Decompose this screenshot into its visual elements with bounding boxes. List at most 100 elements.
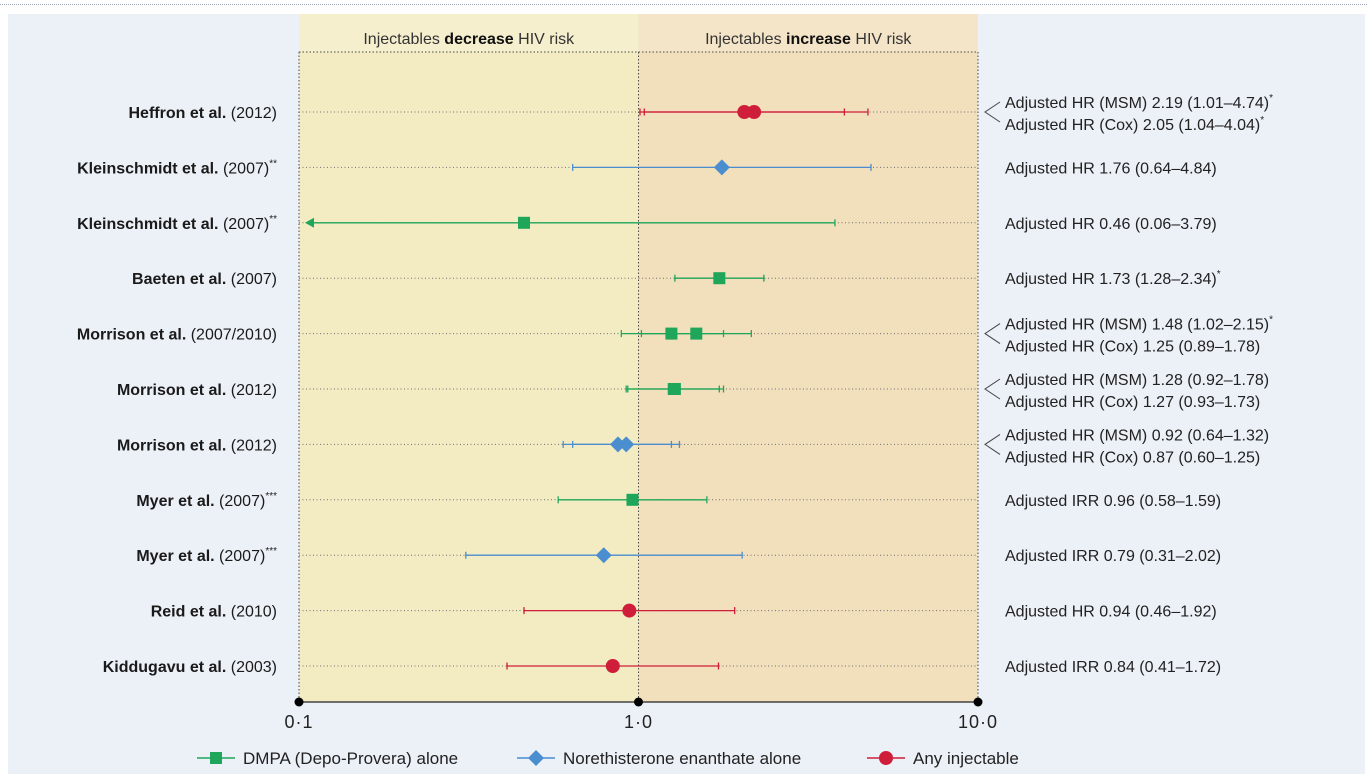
study-author: Kleinschmidt et al. — [77, 160, 218, 177]
study-label: Reid et al. (2010) — [151, 604, 277, 621]
estimate-marker — [737, 105, 752, 119]
estimate-marker — [605, 659, 620, 673]
legend-marker — [879, 751, 893, 765]
estimate-label-text: Adjusted HR (Cox) 1.27 (0.93–1.73) — [1005, 394, 1260, 411]
study-label: Morrison et al. (2007/2010) — [77, 327, 277, 344]
estimate-label-text: Adjusted HR (MSM) 1.48 (1.02–2.15) — [1005, 317, 1269, 334]
estimate-label: Adjusted HR (Cox) 1.27 (0.93–1.73) — [1005, 394, 1260, 411]
region-increase-label-bold: increase — [786, 31, 851, 48]
study-year: (2007) — [215, 493, 266, 510]
x-tick-label: 0·1 — [284, 712, 313, 732]
study-label: Myer et al. (2007)*** — [136, 491, 277, 510]
estimate-marker — [667, 383, 680, 395]
study-year: (2007) — [215, 548, 266, 565]
estimate-label-text: Adjusted HR 1.76 (0.64–4.84) — [1005, 160, 1217, 177]
study-author: Kiddugavu et al. — [103, 659, 227, 676]
legend-label: Norethisterone enanthate alone — [563, 749, 801, 768]
region-increase — [638, 14, 978, 702]
region-decrease-label: Injectables decrease HIV risk — [363, 31, 575, 48]
estimate-label: Adjusted HR (MSM) 1.48 (1.02–2.15)* — [1005, 315, 1273, 334]
study-year: (2012) — [226, 382, 277, 399]
estimate-label-text: Adjusted IRR 0.84 (0.41–1.72) — [1005, 659, 1221, 676]
bracket-icon — [984, 101, 1001, 123]
study-year: (2007) — [219, 160, 270, 177]
estimate-marker — [713, 159, 730, 176]
estimate-label: Adjusted HR 0.94 (0.46–1.92) — [1005, 604, 1217, 621]
estimate-label-note: * — [1217, 269, 1221, 280]
estimate-label: Adjusted HR (MSM) 2.19 (1.01–4.74)* — [1005, 93, 1273, 112]
estimate-label-text: Adjusted IRR 0.79 (0.31–2.02) — [1005, 548, 1221, 565]
x-tick-dot — [294, 697, 304, 707]
region-increase-label-pre: Injectables — [705, 31, 786, 48]
estimate-marker — [618, 436, 635, 453]
legend-marker — [528, 750, 544, 766]
estimate-marker — [609, 436, 626, 453]
study-year: (2012) — [226, 437, 277, 454]
estimate-marker — [595, 547, 612, 564]
estimate-label: Adjusted IRR 0.79 (0.31–2.02) — [1005, 548, 1221, 565]
x-tick-label: 1·0 — [624, 712, 653, 732]
region-decrease — [299, 14, 639, 702]
study-year: (2007/2010) — [186, 327, 277, 344]
study-label: Kleinschmidt et al. (2007)** — [77, 214, 277, 233]
study-note: ** — [269, 158, 277, 169]
top-divider — [0, 4, 1367, 5]
study-author: Kleinschmidt et al. — [77, 216, 218, 233]
ci-arrow — [305, 217, 314, 228]
estimate-label-text: Adjusted HR (MSM) 0.92 (0.64–1.32) — [1005, 427, 1269, 444]
estimate-label-text: Adjusted HR (Cox) 0.87 (0.60–1.25) — [1005, 449, 1260, 466]
x-tick-dot — [634, 697, 643, 707]
study-year: (2007) — [219, 216, 270, 233]
region-decrease-label-pre: Injectables — [363, 31, 444, 48]
legend-marker — [210, 752, 222, 764]
study-label: Kiddugavu et al. (2003) — [103, 659, 277, 676]
study-author: Baeten et al. — [132, 271, 226, 288]
study-label: Morrison et al. (2012) — [117, 437, 277, 454]
estimate-label-text: Adjusted HR 0.94 (0.46–1.92) — [1005, 604, 1217, 621]
study-label: Morrison et al. (2012) — [117, 382, 277, 399]
study-author: Reid et al. — [151, 604, 227, 621]
study-year: (2012) — [226, 105, 277, 122]
estimate-marker — [747, 105, 762, 119]
x-tick-label: 10·0 — [958, 712, 998, 732]
study-year: (2003) — [226, 659, 277, 676]
estimate-label-note: * — [1260, 115, 1264, 126]
estimate-label: Adjusted HR (Cox) 2.05 (1.04–4.04)* — [1005, 115, 1264, 134]
estimate-label: Adjusted HR 0.46 (0.06–3.79) — [1005, 216, 1217, 233]
study-note: *** — [265, 546, 277, 557]
estimate-marker — [626, 493, 639, 506]
legend-label: DMPA (Depo-Provera) alone — [243, 749, 458, 768]
study-note: *** — [265, 491, 277, 502]
study-note: ** — [269, 214, 277, 225]
study-label: Myer et al. (2007)*** — [136, 546, 277, 565]
study-author: Heffron et al. — [129, 105, 227, 122]
estimate-label: Adjusted HR (Cox) 1.25 (0.89–1.78) — [1005, 339, 1260, 356]
estimate-label: Adjusted HR 1.73 (1.28–2.34)* — [1005, 269, 1221, 288]
legend-label: Any injectable — [913, 749, 1019, 768]
study-year: (2010) — [226, 604, 277, 621]
study-author: Morrison et al. — [117, 382, 226, 399]
study-author: Morrison et al. — [77, 327, 186, 344]
header-band — [299, 14, 978, 52]
estimate-label-text: Adjusted HR 1.73 (1.28–2.34) — [1005, 271, 1217, 288]
bracket-icon — [984, 433, 1001, 455]
x-tick-dot — [973, 697, 983, 707]
estimate-label-text: Adjusted HR (Cox) 2.05 (1.04–4.04) — [1005, 117, 1260, 134]
estimate-label: Adjusted HR (Cox) 0.87 (0.60–1.25) — [1005, 449, 1260, 466]
region-decrease-label-bold: decrease — [444, 31, 513, 48]
study-label: Baeten et al. (2007) — [132, 271, 277, 288]
study-author: Morrison et al. — [117, 437, 226, 454]
estimate-marker — [622, 603, 637, 618]
region-decrease-label-post: HIV risk — [514, 31, 575, 48]
estimate-label: Adjusted IRR 0.84 (0.41–1.72) — [1005, 659, 1221, 676]
estimate-marker — [690, 327, 703, 340]
region-increase-label-post: HIV risk — [851, 31, 912, 48]
estimate-marker — [665, 327, 678, 340]
estimate-label: Adjusted HR (MSM) 0.92 (0.64–1.32) — [1005, 427, 1269, 444]
region-increase-label: Injectables increase HIV risk — [705, 31, 912, 48]
estimate-label-text: Adjusted HR (Cox) 1.25 (0.89–1.78) — [1005, 339, 1260, 356]
estimate-label-text: Adjusted HR 0.46 (0.06–3.79) — [1005, 216, 1217, 233]
bracket-icon — [984, 378, 1001, 400]
